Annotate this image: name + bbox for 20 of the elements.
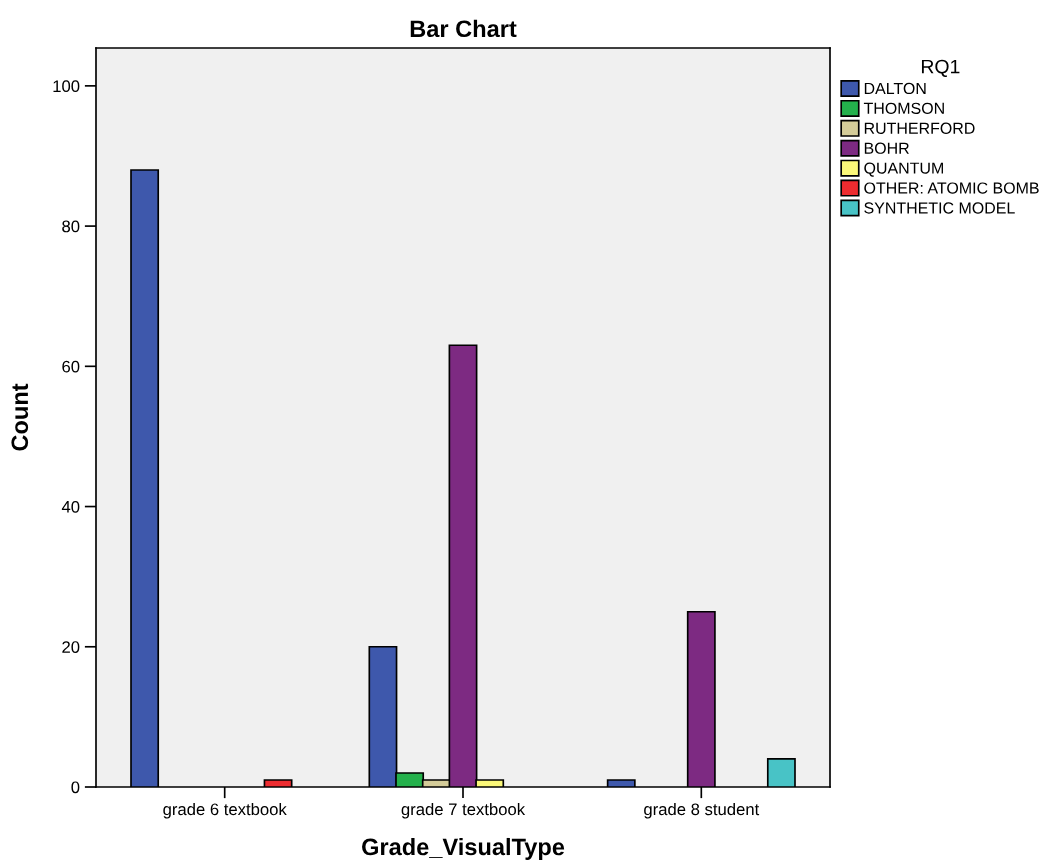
y-tick-label: 80	[62, 220, 80, 233]
y-tick-label: 60	[62, 360, 80, 373]
legend-label: DALTON	[864, 82, 926, 95]
legend-label: BOHR	[864, 142, 909, 154]
x-tick-label: grade 8 student	[644, 802, 760, 819]
y-tick-label: 100	[53, 80, 80, 93]
legend-label: THOMSON	[863, 102, 944, 114]
legend-title: RQ1	[921, 59, 960, 77]
y-tick-label: 0	[71, 781, 80, 794]
legend-label: SYNTHETIC MODEL	[864, 202, 1015, 214]
legend-label: QUANTUM	[864, 162, 943, 177]
x-tick-label: grade 6 textbook	[163, 802, 287, 819]
x-axis-title: Grade_VisualType	[362, 837, 565, 860]
y-tick-label: 40	[61, 500, 80, 513]
legend-label: OTHER: ATOMIC BOMB	[864, 182, 1039, 194]
x-tick-label: grade 7 textbook	[401, 802, 526, 819]
y-axis-title: Count	[11, 383, 29, 451]
chart-title: Bar Chart	[410, 19, 517, 38]
legend-label: RUTHERFORD	[864, 122, 975, 134]
y-tick-label: 20	[62, 641, 80, 653]
